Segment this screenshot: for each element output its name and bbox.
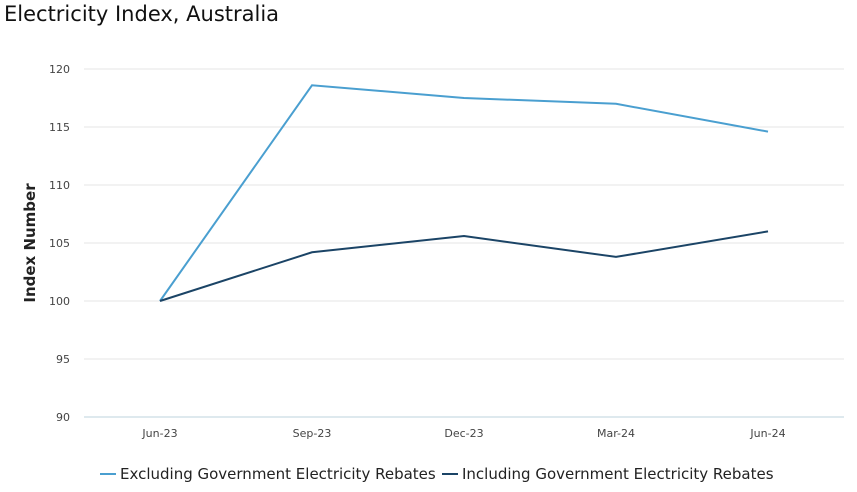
legend-label: Including Government Electricity Rebates: [462, 465, 774, 483]
x-tick-label: Sep-23: [293, 427, 332, 440]
x-tick-label: Mar-24: [597, 427, 635, 440]
y-tick-label: 90: [56, 411, 70, 424]
y-tick-label: 100: [49, 295, 70, 308]
y-tick-label: 120: [49, 63, 70, 76]
legend-label: Excluding Government Electricity Rebates: [120, 465, 436, 483]
chart-title: Electricity Index, Australia: [4, 2, 280, 26]
x-tick-label: Dec-23: [444, 427, 483, 440]
y-tick-label: 115: [49, 121, 70, 134]
x-tick-label: Jun-23: [141, 427, 177, 440]
y-tick-label: 110: [49, 179, 70, 192]
x-tick-label: Jun-24: [749, 427, 785, 440]
y-axis-label: Index Number: [21, 183, 39, 303]
series-line-1: [159, 84, 769, 302]
y-tick-label: 95: [56, 353, 70, 366]
series-line-2: [159, 230, 769, 302]
y-tick-label: 105: [49, 237, 70, 250]
